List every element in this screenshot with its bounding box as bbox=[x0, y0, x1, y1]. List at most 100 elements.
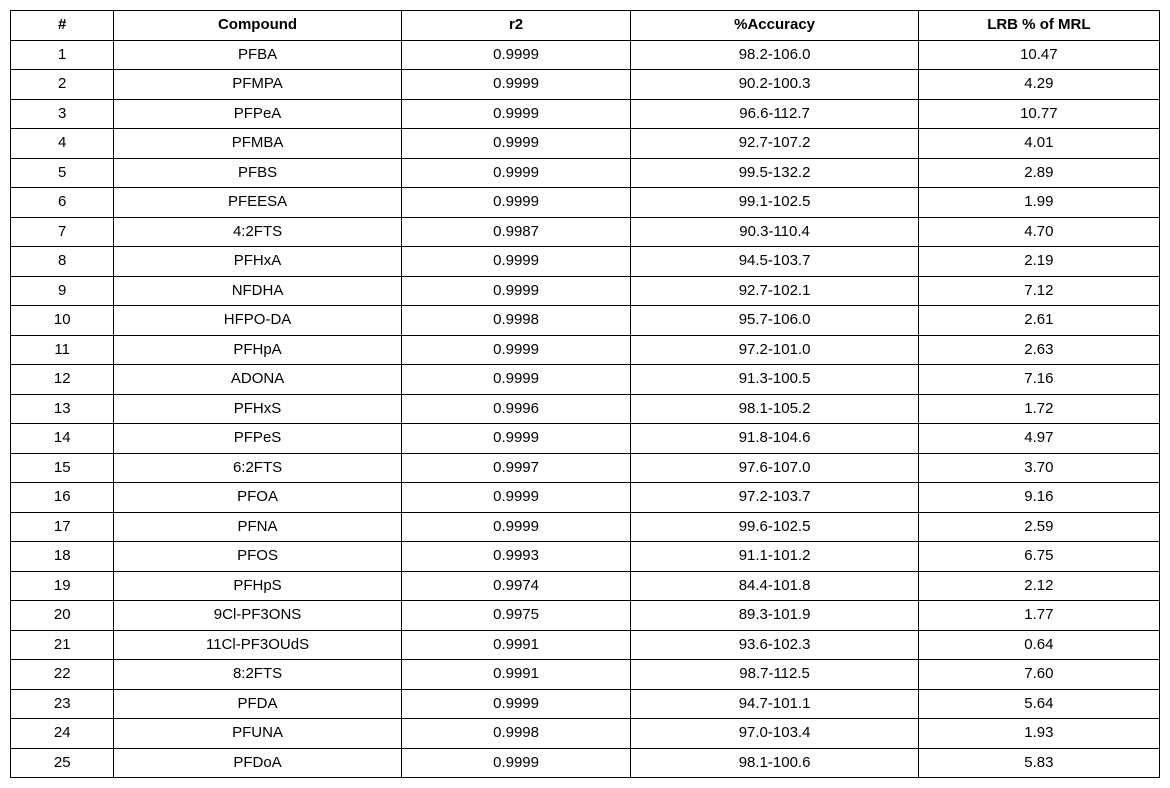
cell-number: 3 bbox=[11, 99, 114, 129]
cell-lrb: 2.63 bbox=[918, 335, 1159, 365]
cell-compound: PFDoA bbox=[114, 748, 401, 778]
cell-number: 11 bbox=[11, 335, 114, 365]
cell-r2: 0.9999 bbox=[401, 99, 631, 129]
table-row: 9NFDHA0.999992.7-102.17.12 bbox=[11, 276, 1160, 306]
cell-accuracy: 92.7-107.2 bbox=[631, 129, 918, 159]
cell-compound: 9Cl-PF3ONS bbox=[114, 601, 401, 631]
cell-lrb: 7.12 bbox=[918, 276, 1159, 306]
cell-number: 16 bbox=[11, 483, 114, 513]
cell-compound: PFHpA bbox=[114, 335, 401, 365]
cell-accuracy: 91.3-100.5 bbox=[631, 365, 918, 395]
cell-lrb: 4.70 bbox=[918, 217, 1159, 247]
cell-accuracy: 97.6-107.0 bbox=[631, 453, 918, 483]
table-row: 17PFNA0.999999.6-102.52.59 bbox=[11, 512, 1160, 542]
cell-accuracy: 90.2-100.3 bbox=[631, 70, 918, 100]
table-row: 5PFBS0.999999.5-132.22.89 bbox=[11, 158, 1160, 188]
cell-r2: 0.9999 bbox=[401, 40, 631, 70]
cell-r2: 0.9999 bbox=[401, 512, 631, 542]
table-row: 6PFEESA0.999999.1-102.51.99 bbox=[11, 188, 1160, 218]
cell-lrb: 6.75 bbox=[918, 542, 1159, 572]
cell-compound: PFMPA bbox=[114, 70, 401, 100]
col-header-compound: Compound bbox=[114, 11, 401, 41]
cell-accuracy: 99.1-102.5 bbox=[631, 188, 918, 218]
cell-lrb: 10.77 bbox=[918, 99, 1159, 129]
cell-lrb: 7.60 bbox=[918, 660, 1159, 690]
cell-lrb: 2.19 bbox=[918, 247, 1159, 277]
table-row: 156:2FTS0.999797.6-107.03.70 bbox=[11, 453, 1160, 483]
cell-lrb: 7.16 bbox=[918, 365, 1159, 395]
cell-accuracy: 98.7-112.5 bbox=[631, 660, 918, 690]
cell-r2: 0.9997 bbox=[401, 453, 631, 483]
cell-r2: 0.9999 bbox=[401, 129, 631, 159]
cell-r2: 0.9999 bbox=[401, 365, 631, 395]
cell-compound: 6:2FTS bbox=[114, 453, 401, 483]
cell-r2: 0.9987 bbox=[401, 217, 631, 247]
table-row: 23PFDA0.999994.7-101.15.64 bbox=[11, 689, 1160, 719]
cell-number: 8 bbox=[11, 247, 114, 277]
table-row: 12ADONA0.999991.3-100.57.16 bbox=[11, 365, 1160, 395]
cell-accuracy: 91.1-101.2 bbox=[631, 542, 918, 572]
cell-compound: PFBA bbox=[114, 40, 401, 70]
cell-accuracy: 93.6-102.3 bbox=[631, 630, 918, 660]
cell-accuracy: 91.8-104.6 bbox=[631, 424, 918, 454]
table-row: 3PFPeA0.999996.6-112.710.77 bbox=[11, 99, 1160, 129]
cell-compound: PFPeA bbox=[114, 99, 401, 129]
cell-r2: 0.9999 bbox=[401, 748, 631, 778]
cell-number: 14 bbox=[11, 424, 114, 454]
table-row: 228:2FTS0.999198.7-112.57.60 bbox=[11, 660, 1160, 690]
cell-number: 1 bbox=[11, 40, 114, 70]
cell-accuracy: 96.6-112.7 bbox=[631, 99, 918, 129]
cell-compound: 11Cl-PF3OUdS bbox=[114, 630, 401, 660]
cell-r2: 0.9999 bbox=[401, 335, 631, 365]
cell-accuracy: 84.4-101.8 bbox=[631, 571, 918, 601]
cell-number: 19 bbox=[11, 571, 114, 601]
cell-number: 15 bbox=[11, 453, 114, 483]
table-row: 1PFBA0.999998.2-106.010.47 bbox=[11, 40, 1160, 70]
cell-number: 5 bbox=[11, 158, 114, 188]
cell-lrb: 2.61 bbox=[918, 306, 1159, 336]
cell-number: 17 bbox=[11, 512, 114, 542]
cell-r2: 0.9996 bbox=[401, 394, 631, 424]
cell-accuracy: 98.1-105.2 bbox=[631, 394, 918, 424]
cell-accuracy: 92.7-102.1 bbox=[631, 276, 918, 306]
cell-r2: 0.9999 bbox=[401, 689, 631, 719]
cell-number: 6 bbox=[11, 188, 114, 218]
compound-data-table: # Compound r2 %Accuracy LRB % of MRL 1PF… bbox=[10, 10, 1160, 778]
cell-compound: PFEESA bbox=[114, 188, 401, 218]
cell-accuracy: 98.1-100.6 bbox=[631, 748, 918, 778]
cell-r2: 0.9998 bbox=[401, 306, 631, 336]
cell-accuracy: 99.5-132.2 bbox=[631, 158, 918, 188]
table-row: 19PFHpS0.997484.4-101.82.12 bbox=[11, 571, 1160, 601]
cell-r2: 0.9975 bbox=[401, 601, 631, 631]
cell-r2: 0.9999 bbox=[401, 158, 631, 188]
cell-compound: HFPO-DA bbox=[114, 306, 401, 336]
cell-compound: PFHpS bbox=[114, 571, 401, 601]
cell-compound: NFDHA bbox=[114, 276, 401, 306]
col-header-number: # bbox=[11, 11, 114, 41]
table-row: 18PFOS0.999391.1-101.26.75 bbox=[11, 542, 1160, 572]
cell-accuracy: 99.6-102.5 bbox=[631, 512, 918, 542]
cell-lrb: 2.59 bbox=[918, 512, 1159, 542]
cell-compound: PFUNA bbox=[114, 719, 401, 749]
cell-lrb: 4.01 bbox=[918, 129, 1159, 159]
table-row: 4PFMBA0.999992.7-107.24.01 bbox=[11, 129, 1160, 159]
cell-compound: PFDA bbox=[114, 689, 401, 719]
cell-lrb: 1.77 bbox=[918, 601, 1159, 631]
cell-lrb: 0.64 bbox=[918, 630, 1159, 660]
cell-accuracy: 98.2-106.0 bbox=[631, 40, 918, 70]
cell-compound: PFOA bbox=[114, 483, 401, 513]
cell-compound: PFHxA bbox=[114, 247, 401, 277]
table-body: 1PFBA0.999998.2-106.010.472PFMPA0.999990… bbox=[11, 40, 1160, 778]
cell-compound: PFOS bbox=[114, 542, 401, 572]
table-row: 2111Cl-PF3OUdS0.999193.6-102.30.64 bbox=[11, 630, 1160, 660]
cell-r2: 0.9974 bbox=[401, 571, 631, 601]
cell-lrb: 4.29 bbox=[918, 70, 1159, 100]
cell-r2: 0.9999 bbox=[401, 188, 631, 218]
cell-accuracy: 97.2-101.0 bbox=[631, 335, 918, 365]
table-header-row: # Compound r2 %Accuracy LRB % of MRL bbox=[11, 11, 1160, 41]
cell-r2: 0.9998 bbox=[401, 719, 631, 749]
cell-lrb: 1.93 bbox=[918, 719, 1159, 749]
table-row: 2PFMPA0.999990.2-100.34.29 bbox=[11, 70, 1160, 100]
cell-number: 4 bbox=[11, 129, 114, 159]
cell-r2: 0.9999 bbox=[401, 424, 631, 454]
